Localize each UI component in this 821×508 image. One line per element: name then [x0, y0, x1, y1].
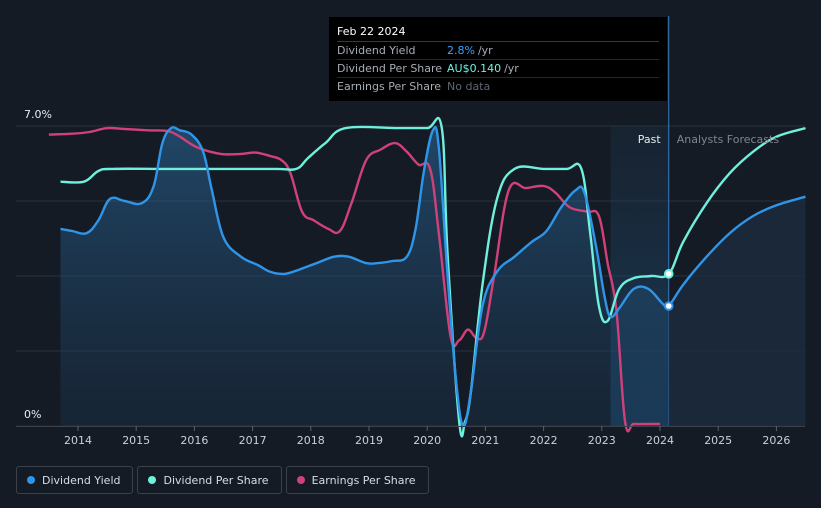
x-tick-label-2020: 2020 — [413, 434, 441, 447]
x-tick-label-2015: 2015 — [122, 434, 150, 447]
legend: Dividend Yield Dividend Per Share Earnin… — [16, 466, 429, 494]
x-tick-label-2016: 2016 — [180, 434, 208, 447]
dividend-yield-line — [60, 125, 806, 428]
x-tick-label-2019: 2019 — [355, 434, 383, 447]
legend-item-earnings-per-share[interactable]: Earnings Per Share — [285, 466, 429, 494]
hover-tooltip: Feb 22 2024 Dividend Yield 2.8% /yr Divi… — [329, 17, 667, 101]
legend-dot-eps — [296, 476, 305, 484]
dividend-yield-area — [60, 127, 669, 427]
x-tick-label-2022: 2022 — [530, 434, 558, 447]
x-tick-label-2026: 2026 — [762, 434, 790, 447]
tooltip-row-dps: Dividend Per Share AU$0.140 /yr — [337, 60, 659, 78]
y-axis-min-label: 0% — [24, 408, 41, 421]
dividend-per-share-marker — [663, 269, 674, 279]
legend-dot-yield — [27, 476, 35, 484]
x-tick-label-2023: 2023 — [588, 434, 616, 447]
axis-labels: 7.0% 0% Past Analysts Forecasts — [24, 108, 779, 421]
tooltip-yield-unit: /yr — [477, 44, 493, 57]
dividend-yield-marker — [663, 301, 674, 311]
x-tick-label-2021: 2021 — [471, 434, 499, 447]
y-axis-max-label: 7.0% — [24, 108, 52, 121]
tooltip-eps-value: No data — [447, 80, 491, 93]
legend-dot-dps — [148, 476, 157, 484]
tooltip-dps-unit: /yr — [504, 62, 519, 75]
tooltip-date: Feb 22 2024 — [337, 23, 659, 42]
legend-label-eps: Earnings Per Share — [311, 473, 416, 487]
tooltip-row-eps: Earnings Per Share No data — [337, 78, 659, 95]
legend-label-yield: Dividend Yield — [42, 473, 121, 487]
x-tick-label-2025: 2025 — [704, 434, 732, 447]
legend-item-dividend-yield[interactable]: Dividend Yield — [16, 466, 134, 494]
tooltip-yield-value: 2.8% — [447, 44, 475, 57]
x-tick-label-2017: 2017 — [239, 434, 267, 447]
x-tick-label-2024: 2024 — [646, 434, 674, 447]
area-fills — [60, 127, 806, 427]
legend-label-dps: Dividend Per Share — [163, 473, 269, 487]
current-markers — [663, 269, 674, 311]
x-tick-label-2014: 2014 — [64, 434, 92, 447]
tooltip-yield-label: Dividend Yield — [337, 44, 416, 57]
earnings-per-share-line — [48, 126, 660, 433]
dividend-yield-forecast-area — [668, 196, 806, 426]
forecast-label: Analysts Forecasts — [677, 133, 780, 146]
x-axis: 2014 2015 2016 2017 2018 2019 2020 2021 2022 2023… — [16, 426, 805, 447]
x-tick-label-2018: 2018 — [297, 434, 325, 447]
past-label: Past — [638, 133, 662, 146]
tooltip-row-yield: Dividend Yield 2.8% /yr — [337, 42, 659, 60]
tooltip-dps-value: AU$0.140 — [447, 62, 502, 75]
legend-item-dividend-per-share[interactable]: Dividend Per Share — [137, 466, 282, 494]
tooltip-eps-label: Earnings Per Share — [337, 80, 442, 93]
tooltip-dps-label: Dividend Per Share — [337, 62, 443, 75]
